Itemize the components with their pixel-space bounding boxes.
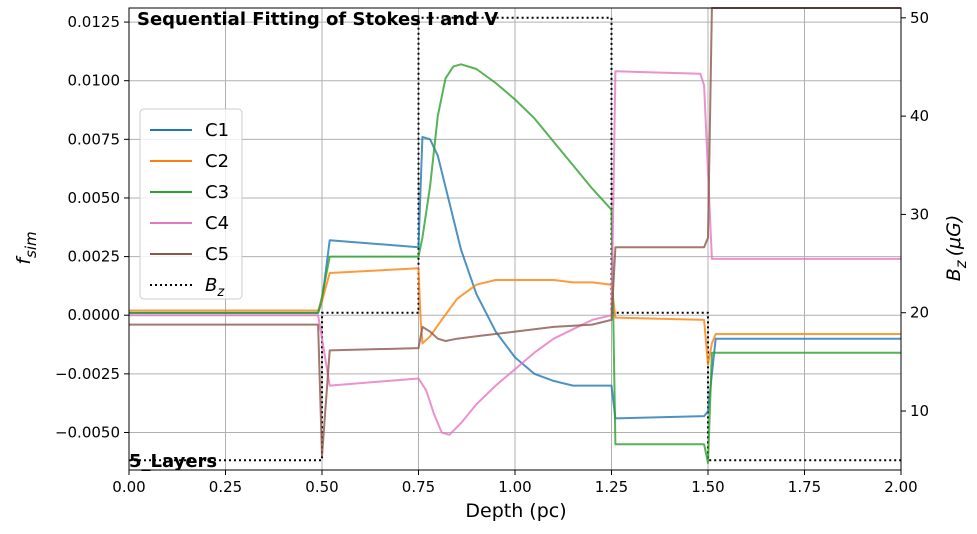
y-tick-label: 0.0125 (68, 13, 121, 31)
x-tick-label: 1.25 (595, 478, 628, 496)
x-axis-ticks: 0.00 0.25 0.50 0.75 1.00 1.25 1.50 1.75 2.00 (112, 470, 918, 496)
legend-label-c4: C4 (205, 213, 229, 234)
x-tick-label: 0.75 (402, 478, 435, 496)
y2-axis-label: Bz(μG) (943, 215, 970, 282)
x-tick-label: 2.00 (884, 478, 917, 496)
legend-box (139, 108, 243, 300)
y-tick-label: 0.0075 (68, 130, 121, 148)
x-tick-label: 0.25 (209, 478, 242, 496)
legend-label-c1: C1 (205, 120, 229, 141)
grid-lines (128, 8, 902, 470)
x-tick-label: 1.75 (788, 478, 821, 496)
y-axis-label: fsim (13, 231, 40, 264)
series-line-c4 (129, 70, 901, 436)
y2-axis-ticks: 10 20 30 40 50 (901, 9, 929, 420)
series-lines (129, 7, 901, 464)
x-tick-label: 0.50 (305, 478, 338, 496)
series-line-c5 (129, 7, 901, 457)
y-tick-label: 0.0050 (68, 189, 121, 207)
y-tick-label: 0.0025 (68, 248, 121, 266)
series-line-c3 (129, 63, 901, 464)
y-axis-ticks: −0.0050 −0.0025 0.0000 0.0025 0.0050 0.0075 0.… (55, 13, 129, 441)
series-line-c1 (129, 136, 901, 420)
y-tick-label: −0.0050 (55, 423, 120, 441)
y-tick-label: −0.0025 (55, 365, 120, 383)
y-tick-label: 0.0000 (68, 306, 121, 324)
legend: C1 C2 C3 C4 C5 Bz (139, 108, 243, 300)
x-axis-label: Depth (pc) (465, 500, 566, 522)
y-tick-label: 0.0100 (68, 72, 121, 90)
chart-title: Sequential Fitting of Stokes I and V (137, 9, 498, 30)
x-tick-label: 1.00 (498, 478, 531, 496)
series-line-bz (129, 16, 901, 462)
legend-label-c2: C2 (205, 151, 229, 172)
y2-tick-label: 50 (910, 9, 929, 27)
y2-tick-label: 10 (910, 402, 929, 420)
y2-tick-label: 40 (910, 107, 929, 125)
y2-tick-label: 30 (910, 205, 929, 223)
x-tick-label: 0.00 (112, 478, 145, 496)
legend-label-bz: Bz (205, 275, 225, 300)
legend-label-c5: C5 (205, 244, 229, 265)
layers-annotation: 5_Layers (129, 451, 217, 472)
x-tick-label: 1.50 (691, 478, 724, 496)
series-line-c2 (129, 267, 901, 366)
y2-tick-label: 20 (910, 304, 929, 322)
legend-label-c3: C3 (205, 182, 229, 203)
